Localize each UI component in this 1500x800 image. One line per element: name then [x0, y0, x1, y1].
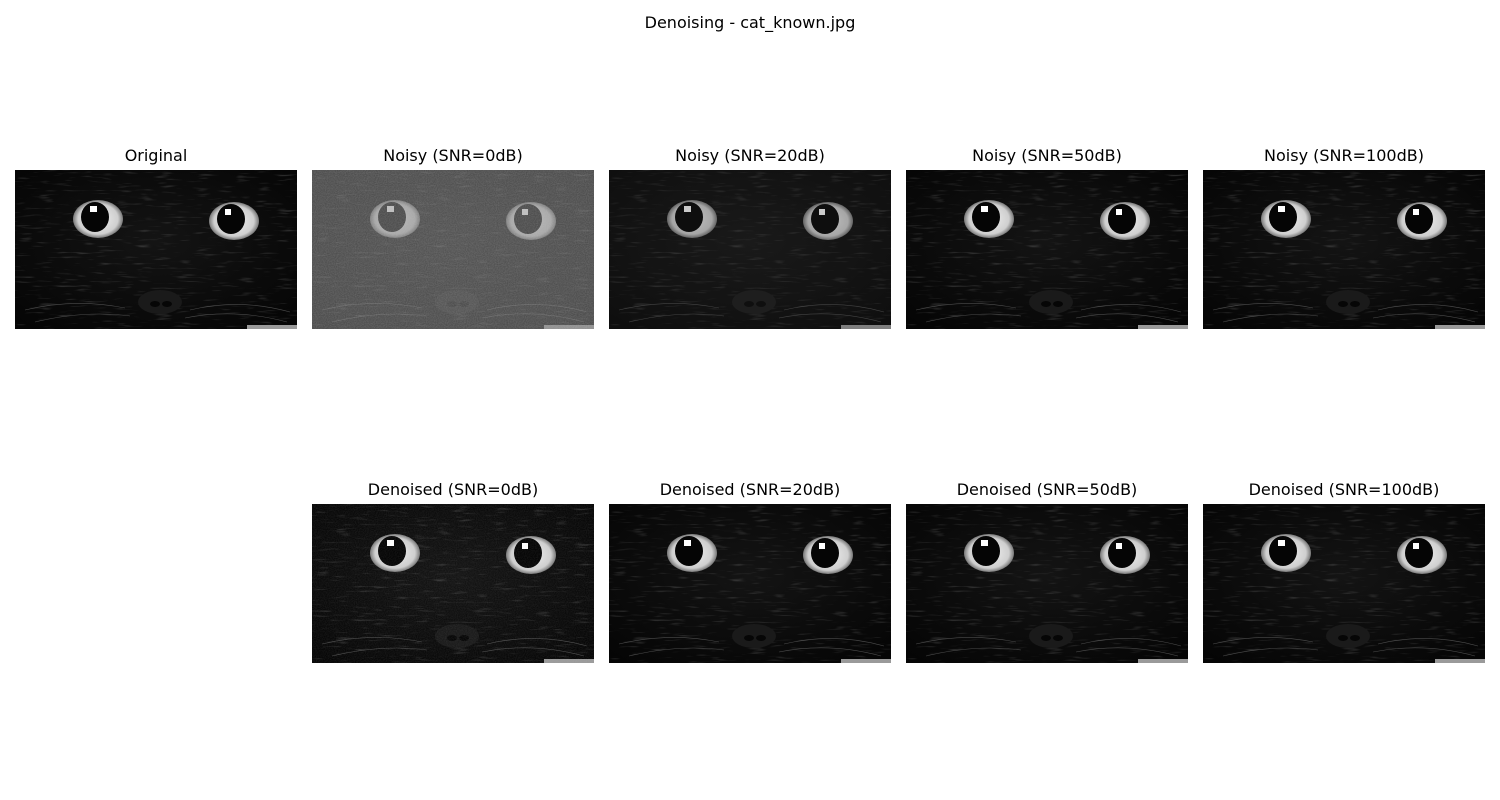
panel-noisy-0db: Noisy (SNR=0dB): [312, 146, 594, 329]
panel-title: Noisy (SNR=100dB): [1264, 146, 1424, 165]
panel-denoised-100db: Denoised (SNR=100dB): [1203, 480, 1485, 663]
noisy-cat-image: [609, 170, 891, 329]
panel-title: Original: [124, 146, 188, 165]
panel-original: Original: [15, 146, 297, 329]
panel-title: Noisy (SNR=20dB): [675, 146, 825, 165]
panel-noisy-100db: Noisy (SNR=100dB): [1203, 146, 1485, 329]
panel-title: Noisy (SNR=0dB): [383, 146, 523, 165]
panel-denoised-0db: Denoised (SNR=0dB): [312, 480, 594, 663]
panel-denoised-20db: Denoised (SNR=20dB): [609, 480, 891, 663]
noisy-cat-image: [312, 170, 594, 329]
denoised-cat-image: [1203, 504, 1485, 663]
panel-title: Denoised (SNR=100dB): [1248, 480, 1440, 499]
panel-title: Noisy (SNR=50dB): [972, 146, 1122, 165]
panel-title: Denoised (SNR=20dB): [659, 480, 841, 499]
noisy-cat-image: [906, 170, 1188, 329]
figure-title: Denoising - cat_known.jpg: [644, 13, 856, 32]
denoised-cat-image: [609, 504, 891, 663]
panel-noisy-20db: Noisy (SNR=20dB): [609, 146, 891, 329]
panel-noisy-50db: Noisy (SNR=50dB): [906, 146, 1188, 329]
denoised-cat-image: [906, 504, 1188, 663]
panel-title: Denoised (SNR=0dB): [367, 480, 539, 499]
panel-denoised-50db: Denoised (SNR=50dB): [906, 480, 1188, 663]
denoised-cat-image: [312, 504, 594, 663]
noisy-cat-image: [1203, 170, 1485, 329]
panel-title: Denoised (SNR=50dB): [956, 480, 1138, 499]
original-cat-image: [15, 170, 297, 329]
